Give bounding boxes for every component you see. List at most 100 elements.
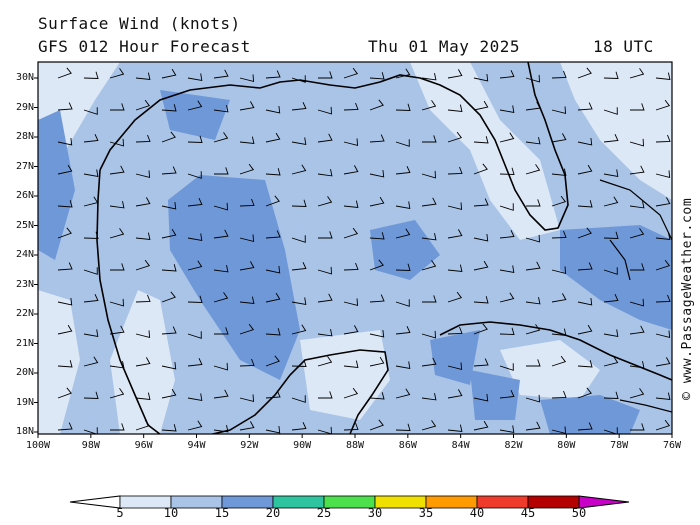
wind-barb	[369, 169, 385, 178]
wind-barb	[369, 259, 384, 271]
wind-barb	[551, 266, 567, 274]
wind-barb	[265, 328, 281, 336]
wind-barb	[57, 422, 73, 431]
wind-barb	[655, 259, 671, 271]
forecast-hour: 18 UTC	[593, 37, 654, 56]
wind-barb	[213, 229, 229, 239]
wind-barb	[655, 392, 671, 401]
wind-barb	[57, 102, 73, 111]
wind-barb	[447, 166, 463, 175]
wind-barb	[629, 228, 645, 239]
wind-field	[38, 62, 672, 434]
wind-barb	[499, 292, 515, 303]
wind-barb	[499, 230, 515, 239]
wind-barb	[525, 421, 541, 431]
wind-barb	[447, 424, 463, 433]
wind-barb	[447, 131, 463, 143]
wind-barb	[473, 260, 489, 271]
wind-barb	[291, 297, 307, 305]
wind-barb	[603, 427, 618, 434]
latitude-label: 20N	[15, 367, 34, 378]
latitude-label: 21N	[15, 337, 34, 349]
wind-barb	[447, 202, 463, 210]
wind-barb	[655, 134, 671, 143]
wind-barb	[577, 262, 593, 271]
wind-barb	[135, 294, 151, 303]
wind-barb	[655, 197, 671, 207]
wind-barb	[603, 231, 619, 239]
wind-barb	[525, 324, 541, 335]
wind-barb	[187, 393, 203, 401]
wind-barb	[551, 328, 567, 337]
wind-barb	[603, 107, 618, 115]
wind-barb	[577, 102, 593, 111]
wind-barb	[239, 234, 255, 242]
wind-barb	[83, 169, 99, 177]
wind-barb	[135, 134, 151, 143]
latitude-label: 22N	[15, 308, 34, 319]
wind-barb	[473, 420, 489, 431]
wind-barb	[239, 323, 255, 335]
wind-barb	[239, 136, 255, 145]
wind-barb	[525, 101, 541, 111]
wind-barb	[629, 388, 645, 399]
wind-barb	[161, 104, 177, 112]
wind-barb	[603, 71, 619, 79]
wind-barb	[213, 105, 229, 113]
wind-barb	[525, 74, 540, 83]
wind-barb	[525, 261, 541, 271]
wind-barb	[421, 100, 437, 111]
wind-barb	[629, 298, 644, 307]
colorbar-label: 35	[418, 506, 434, 520]
wind-barb	[213, 202, 228, 211]
wind-barb	[291, 137, 307, 145]
wind-barb	[265, 390, 281, 399]
wind-barb	[447, 264, 463, 273]
wind-barb	[551, 355, 567, 367]
wind-barb	[187, 420, 203, 431]
wind-barb	[57, 262, 73, 271]
wind-barb	[655, 419, 671, 431]
forecast-date: Thu 01 May 2025	[368, 37, 520, 56]
wind-barb	[109, 68, 125, 79]
wind-barb	[551, 106, 567, 114]
wind-barb	[630, 103, 645, 111]
wind-barb	[265, 70, 281, 79]
wind-barb	[499, 327, 515, 335]
longitude-label: 98W	[81, 440, 100, 451]
wind-barb	[603, 134, 619, 143]
wind-barb	[603, 267, 618, 275]
wind-barb	[265, 168, 281, 176]
wind-barb	[135, 170, 151, 178]
wind-barb	[421, 233, 437, 241]
longitude-label: 82W	[504, 440, 523, 451]
wind-barb	[447, 229, 463, 239]
wind-barb	[265, 425, 281, 434]
wind-barb	[291, 199, 307, 207]
wind-barb	[447, 389, 463, 399]
wind-barb	[57, 164, 73, 175]
longitude-label: 94W	[187, 440, 206, 451]
wind-barb	[447, 69, 463, 79]
axis-ticks	[34, 77, 673, 438]
wind-barb	[343, 262, 359, 271]
wind-barb	[265, 195, 280, 207]
wind-barb	[473, 323, 488, 335]
wind-barb	[421, 170, 436, 179]
wind-barb	[343, 102, 359, 111]
wind-barb	[369, 294, 385, 303]
colorbar-label: 40	[469, 506, 485, 520]
wind-barb	[83, 356, 99, 367]
wind-barb	[551, 230, 567, 239]
wind-barb	[629, 68, 645, 79]
colorbar-label: 15	[214, 506, 230, 520]
wind-barb	[83, 267, 98, 275]
wind-barb	[110, 263, 125, 271]
latitude-label: 26N	[15, 190, 34, 201]
longitude-label: 78W	[610, 440, 629, 451]
wind-barb	[343, 325, 359, 335]
wind-barb	[213, 362, 228, 371]
wind-barb	[291, 164, 307, 175]
wind-barb	[57, 67, 72, 79]
wind-barb	[57, 137, 73, 146]
